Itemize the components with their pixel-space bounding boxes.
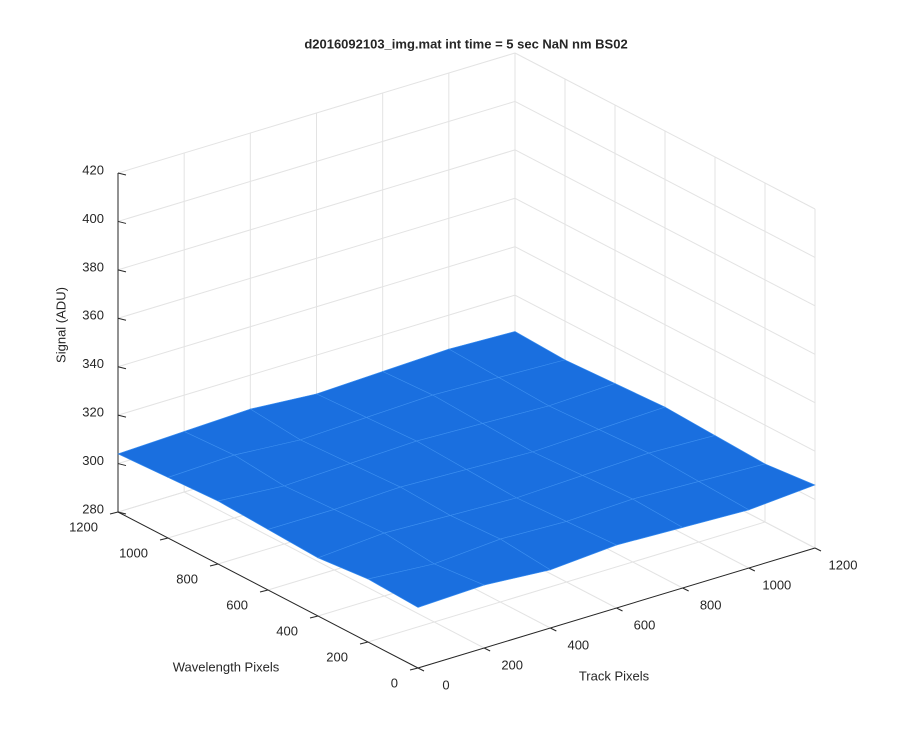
z-tick-label: 400 — [82, 211, 104, 226]
y-tick — [409, 667, 419, 671]
grid-line — [117, 294, 516, 416]
grid-line — [117, 149, 516, 271]
grid-line — [514, 149, 816, 307]
grid-line — [117, 52, 516, 174]
y-tick — [159, 537, 169, 541]
z-tick-label: 420 — [82, 162, 104, 177]
y-axis-label: Wavelength Pixels — [173, 659, 280, 674]
z-tick-label: 320 — [82, 405, 104, 420]
z-tick — [117, 220, 127, 224]
x-tick — [417, 667, 425, 672]
z-tick-label: 340 — [82, 356, 104, 371]
y-tick — [209, 563, 219, 567]
z-tick — [117, 317, 127, 321]
z-tick — [117, 269, 127, 273]
grid-line — [514, 246, 816, 404]
grid-line — [514, 197, 816, 355]
y-tick-label: 600 — [226, 597, 248, 612]
y-tick-label: 0 — [391, 675, 398, 690]
x-tick-label: 200 — [501, 657, 523, 672]
x-tick — [748, 567, 756, 572]
grid-line — [514, 52, 816, 210]
x-tick-label: 400 — [567, 637, 589, 652]
z-tick — [117, 414, 127, 418]
x-tick-label: 0 — [442, 677, 449, 692]
grid-line — [514, 100, 816, 258]
x-tick-label: 600 — [634, 617, 656, 632]
x-tick — [814, 547, 822, 552]
z-tick-label: 360 — [82, 308, 104, 323]
y-tick-label: 200 — [326, 649, 348, 664]
y-tick — [359, 641, 369, 645]
grid-line — [117, 246, 516, 368]
z-tick — [117, 511, 127, 515]
z-tick-label: 300 — [82, 453, 104, 468]
y-tick-label: 1200 — [69, 519, 98, 534]
grid-line — [514, 294, 816, 452]
grid-line — [117, 197, 516, 319]
y-tick — [309, 615, 319, 619]
grid-line — [367, 521, 766, 643]
x-tick — [682, 587, 689, 592]
y-tick-label: 800 — [176, 571, 198, 586]
z-tick-label: 280 — [82, 501, 104, 516]
x-tick — [550, 627, 557, 632]
y-tick — [259, 589, 269, 593]
x-tick — [616, 607, 623, 612]
y-tick — [109, 511, 119, 515]
z-tick — [117, 366, 127, 370]
z-tick-label: 380 — [82, 259, 104, 274]
x-tick-label: 1000 — [762, 577, 791, 592]
y-tick-label: 1000 — [119, 545, 148, 560]
x-axis-label: Track Pixels — [579, 668, 650, 683]
z-tick — [117, 463, 127, 467]
chart-title: d2016092103_img.mat int time = 5 sec NaN… — [304, 36, 627, 51]
x-tick — [483, 647, 491, 652]
surface-patch — [367, 563, 486, 608]
z-axis-label: Signal (ADU) — [53, 287, 68, 363]
x-tick-label: 800 — [700, 597, 722, 612]
x-tick-label: 1200 — [829, 557, 858, 572]
grid-line — [117, 100, 516, 222]
z-tick — [117, 172, 127, 176]
y-tick-label: 400 — [276, 623, 298, 638]
